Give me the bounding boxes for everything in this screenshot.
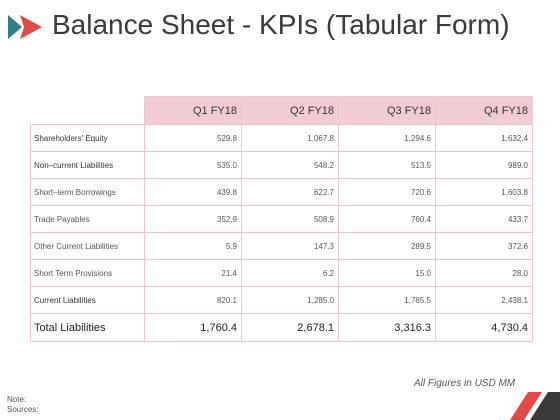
total-label: Total Liabilities (30, 313, 145, 342)
column-header: Q3 FY18 (338, 96, 436, 125)
table-cell: 720.6 (338, 178, 436, 206)
table-cell: 15.0 (338, 259, 436, 287)
row-label: Other Current Liabilities (30, 232, 145, 260)
table-cell: 760.4 (338, 205, 436, 233)
table-row: Short–term Borrowings 439.8 622.7 720.6 … (30, 178, 533, 206)
table-cell: 820.1 (144, 286, 242, 314)
table-cell: 1,294.6 (338, 124, 436, 152)
column-header: Q4 FY18 (435, 96, 533, 125)
table-cell: 1,285.0 (241, 286, 339, 314)
sources-label: Sources: (7, 405, 39, 414)
table-cell: 372.6 (435, 232, 533, 260)
note-block: Note: Sources: (7, 395, 39, 415)
total-cell: 1,760.4 (144, 313, 242, 342)
row-label: Current Liabilities (30, 286, 145, 314)
units-footnote: All Figures in USD MM (414, 378, 516, 389)
table-cell: 433.7 (435, 205, 533, 233)
table-cell: 6.2 (241, 259, 339, 287)
table-row: Other Current Liabilities 5.9 147.3 289.… (30, 232, 533, 260)
table-header-row: Q1 FY18 Q2 FY18 Q3 FY18 Q4 FY18 (30, 96, 533, 125)
table-cell: 1,632.4 (435, 124, 533, 152)
table-cell: 1,067.8 (241, 124, 339, 152)
row-label: Short–term Borrowings (30, 178, 145, 206)
table-cell: 21.4 (144, 259, 242, 287)
note-label: Note: (7, 395, 27, 404)
total-row: Total Liabilities 1,760.4 2,678.1 3,316.… (30, 313, 533, 342)
table-cell: 989.0 (435, 151, 533, 179)
table-cell: 1,603.8 (435, 178, 533, 206)
row-label: Short Term Provisions (30, 259, 145, 287)
total-cell: 2,678.1 (241, 313, 339, 342)
corner-stripe-icon (510, 392, 560, 420)
total-cell: 4,730.4 (435, 313, 533, 342)
table-cell: 529.8 (144, 124, 242, 152)
kpi-table: Q1 FY18 Q2 FY18 Q3 FY18 Q4 FY18 Sharehol… (30, 96, 533, 342)
double-arrow-icon (8, 15, 42, 39)
table-row: Short Term Provisions 21.4 6.2 15.0 28.0 (30, 259, 533, 287)
table-cell: 28.0 (435, 259, 533, 287)
table-cell: 5.9 (144, 232, 242, 260)
table-cell: 548.2 (241, 151, 339, 179)
table-row: Shareholders' Equity 529.8 1,067.8 1,294… (30, 124, 533, 152)
row-label: Trade Payables (30, 205, 145, 233)
row-label: Non–current Liabilities (30, 151, 145, 179)
table-cell: 508.9 (241, 205, 339, 233)
table-cell: 289.5 (338, 232, 436, 260)
table-row: Trade Payables 352.9 508.9 760.4 433.7 (30, 205, 533, 233)
total-cell: 3,316.3 (338, 313, 436, 342)
table-row: Current Liabilities 820.1 1,285.0 1,785.… (30, 286, 533, 314)
table-row: Non–current Liabilities 535.0 548.2 513.… (30, 151, 533, 179)
table-cell: 2,438.1 (435, 286, 533, 314)
column-header: Q2 FY18 (241, 96, 339, 125)
page-title: Balance Sheet - KPIs (Tabular Form) (52, 9, 510, 40)
header-corner-cell (30, 96, 145, 125)
table-cell: 513.5 (338, 151, 436, 179)
table-cell: 439.8 (144, 178, 242, 206)
table-cell: 1,785.5 (338, 286, 436, 314)
table-cell: 535.0 (144, 151, 242, 179)
table-cell: 147.3 (241, 232, 339, 260)
column-header: Q1 FY18 (144, 96, 242, 125)
table-cell: 352.9 (144, 205, 242, 233)
table-cell: 622.7 (241, 178, 339, 206)
row-label: Shareholders' Equity (30, 124, 145, 152)
